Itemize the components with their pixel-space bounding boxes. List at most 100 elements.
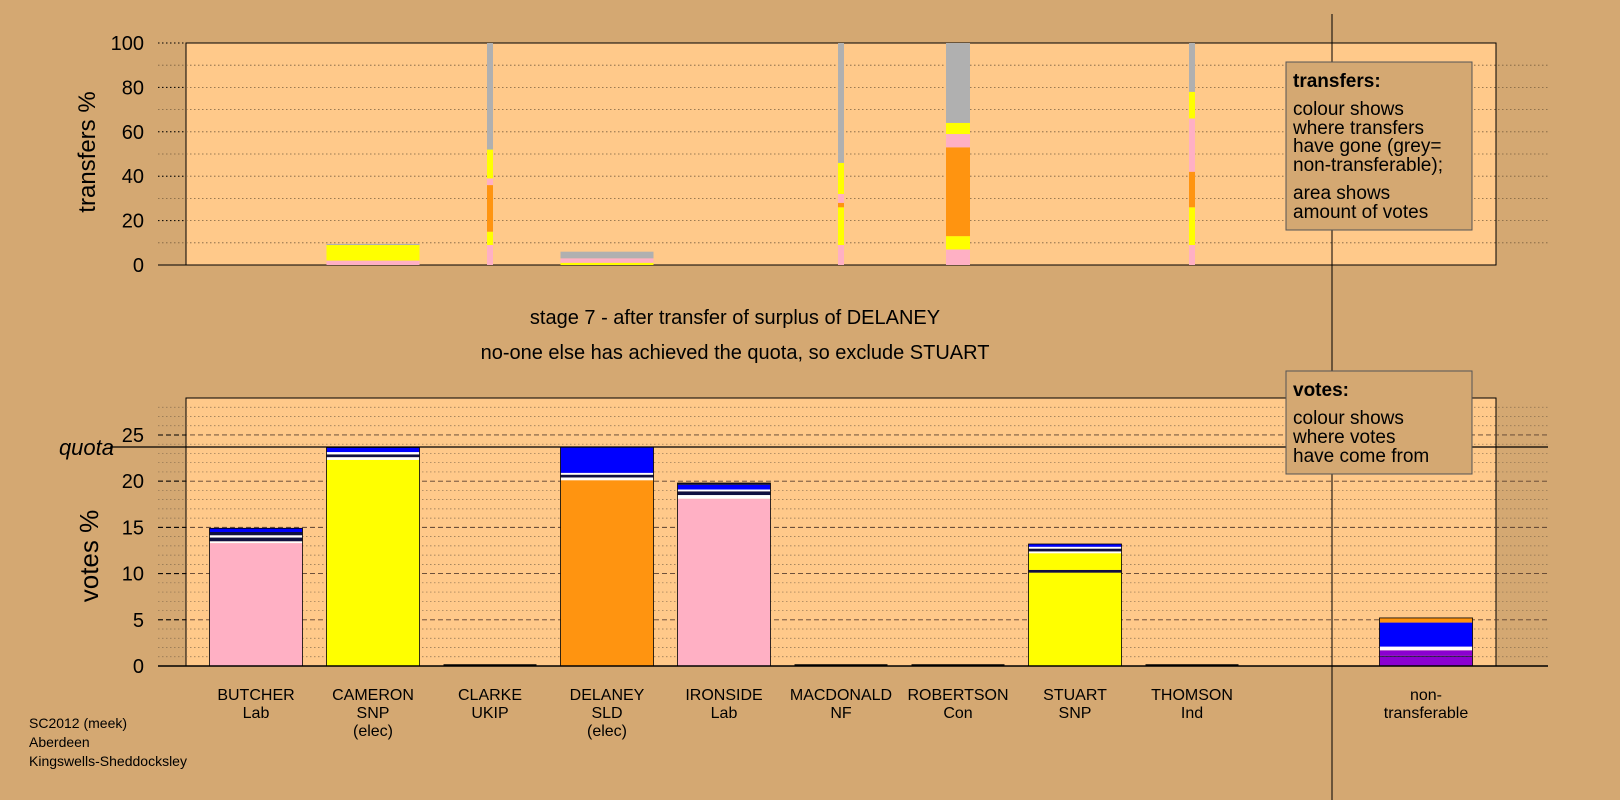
transfers-tick-label: 60 xyxy=(122,122,144,144)
vote-bar-segment xyxy=(560,477,654,481)
vote-bar-segment xyxy=(326,454,420,458)
transfer-bar-segment xyxy=(946,249,970,265)
vote-bar-segment xyxy=(326,447,420,453)
legend-transfers-line: non-transferable); xyxy=(1293,155,1443,176)
transfer-bar-segment xyxy=(1189,207,1195,246)
vote-bar-segment xyxy=(1379,617,1473,623)
candidate-label: MACDONALD xyxy=(790,687,892,704)
legend-transfers-line: amount of votes xyxy=(1293,202,1428,223)
transfers-y-axis-label: transfers % xyxy=(74,91,101,212)
transfer-bar-segment xyxy=(838,193,844,203)
vote-bar-segment xyxy=(1028,551,1122,554)
transfer-bar-segment xyxy=(560,251,654,259)
legend-votes-line: have come from xyxy=(1293,446,1429,467)
vote-bar-segment xyxy=(209,543,303,666)
candidate-label: Con xyxy=(943,705,972,722)
votes-bars xyxy=(209,446,1473,667)
transfers-tick-label: 100 xyxy=(111,33,144,55)
legend-votes-box xyxy=(1285,370,1473,475)
vote-bar-segment xyxy=(1028,548,1122,552)
candidate-label: Lab xyxy=(243,705,270,722)
transfer-bar-segment xyxy=(946,236,970,250)
footer-line-3: Kingswells-Sheddocksley xyxy=(29,753,187,769)
candidate-label: non- xyxy=(1410,687,1442,704)
stage-line-1: stage 7 - after transfer of surplus of D… xyxy=(530,307,940,329)
candidate-label: SNP xyxy=(357,705,390,722)
vote-bar-segment xyxy=(326,452,420,455)
vote-bar-segment xyxy=(1028,553,1122,570)
vote-bar-segment xyxy=(1028,546,1122,549)
legend-votes-title: votes: xyxy=(1293,380,1349,401)
legend-votes-line: colour shows xyxy=(1293,408,1404,429)
legend-transfers-line: have gone (grey= xyxy=(1293,136,1441,157)
transfer-bar-segment xyxy=(326,260,420,265)
candidate-label: Ind xyxy=(1181,705,1203,722)
transfers-tick-label: 40 xyxy=(122,166,144,188)
votes-tick-label: 10 xyxy=(122,564,144,586)
vote-bar-segment xyxy=(326,457,420,460)
candidate-label: STUART xyxy=(1043,687,1107,704)
transfers-bars xyxy=(326,43,1195,265)
vote-bar-segment xyxy=(1379,622,1473,647)
transfer-bar-segment xyxy=(326,245,420,261)
transfer-bar-segment xyxy=(1189,245,1195,265)
vote-bar-segment xyxy=(209,537,303,542)
vote-bar-segment xyxy=(1379,650,1473,656)
transfer-bar-segment xyxy=(946,122,970,135)
transfers-tick-label: 0 xyxy=(133,255,144,277)
legend-transfers-line: area shows xyxy=(1293,183,1390,204)
transfer-bar-segment xyxy=(838,162,844,194)
candidate-label: BUTCHER xyxy=(217,687,294,704)
transfer-bar-segment xyxy=(487,149,493,179)
transfer-bar-segment xyxy=(326,243,420,246)
transfers-panel: 0 20 40 60 80 100 transfers % xyxy=(74,33,1548,277)
candidate-label: THOMSON xyxy=(1151,687,1233,704)
transfer-bar-segment xyxy=(838,245,844,265)
legend-transfers-line: colour shows xyxy=(1293,99,1404,120)
legend-votes-line: where votes xyxy=(1292,427,1395,448)
vote-bar-segment xyxy=(1028,572,1122,666)
transfers-y-ticks: 0 20 40 60 80 100 xyxy=(111,33,186,277)
transfer-bar-segment xyxy=(487,43,493,150)
candidate-label: CLARKE xyxy=(458,687,522,704)
candidate-label: ROBERTSON xyxy=(907,687,1008,704)
vote-bar-segment xyxy=(560,474,654,478)
vote-bar-segment xyxy=(1028,569,1122,573)
vote-bar-segment xyxy=(560,480,654,666)
transfer-bar-segment xyxy=(838,43,844,163)
vote-bar-segment xyxy=(560,472,654,475)
quota-label: quota xyxy=(59,435,114,460)
legend-transfers-title: transfers: xyxy=(1293,71,1381,92)
transfers-tick-label: 80 xyxy=(122,77,144,99)
transfer-bar-segment xyxy=(946,43,970,123)
transfer-bar-segment xyxy=(1189,91,1195,119)
vote-bar-segment xyxy=(209,535,303,538)
transfer-bar-segment xyxy=(838,202,844,208)
legend-votes: votes: colour shows where votes have com… xyxy=(1285,370,1473,475)
candidate-label: UKIP xyxy=(471,705,508,722)
candidate-label: CAMERON xyxy=(332,687,414,704)
votes-tick-label: 25 xyxy=(122,425,144,447)
candidate-label: NF xyxy=(830,705,852,722)
transfer-bar-segment xyxy=(946,147,970,237)
candidate-label: SNP xyxy=(1059,705,1092,722)
vote-bar-segment xyxy=(677,484,771,490)
transfer-bar-segment xyxy=(487,178,493,186)
transfers-tick-label: 20 xyxy=(122,211,144,233)
candidate-labels: BUTCHERLabCAMERONSNP(elec)CLARKEUKIPDELA… xyxy=(217,687,1468,740)
transfer-bar-segment xyxy=(1189,43,1195,92)
transfer-bar-segment xyxy=(487,245,493,265)
vote-bar-segment xyxy=(209,528,303,532)
vote-bar-segment xyxy=(677,498,771,666)
vote-bar-segment xyxy=(1379,646,1473,651)
transfer-bar-segment xyxy=(1189,118,1195,172)
transfer-bar-segment xyxy=(487,231,493,246)
vote-bar-segment xyxy=(209,541,303,544)
candidate-label: SLD xyxy=(591,705,622,722)
vote-bar-segment xyxy=(677,489,771,492)
transfer-bar-segment xyxy=(1189,171,1195,208)
vote-bar-segment xyxy=(560,446,654,473)
votes-tick-label: 15 xyxy=(122,517,144,539)
